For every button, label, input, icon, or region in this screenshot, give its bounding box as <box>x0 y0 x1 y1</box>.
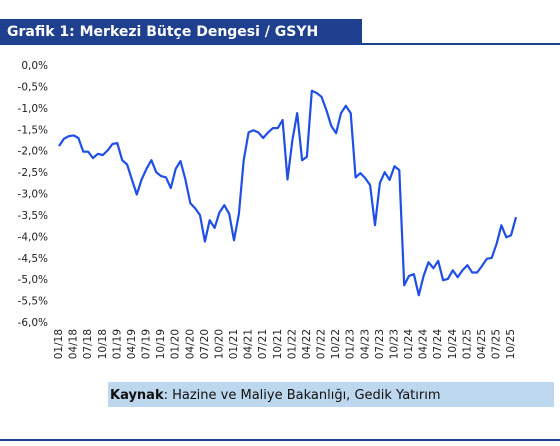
x-tick-label: 04/19 <box>126 329 138 359</box>
x-tick-label: 04/25 <box>476 329 488 359</box>
x-tick-label: 01/18 <box>53 329 65 359</box>
source-text: : Hazine ve Maliye Bakanlığı, Gedik Yatı… <box>164 388 441 403</box>
x-tick-label: 07/22 <box>316 329 328 359</box>
x-tick-label: 10/22 <box>330 329 342 359</box>
y-tick-label: -4,0% <box>18 231 48 243</box>
x-tick-label: 07/21 <box>257 329 269 359</box>
x-tick-label: 10/23 <box>388 329 400 359</box>
x-tick-label: 01/19 <box>111 329 123 359</box>
y-tick-label: -2,5% <box>18 167 48 179</box>
x-tick-label: 04/24 <box>418 329 430 360</box>
x-tick-label: 07/25 <box>491 329 503 359</box>
y-tick-label: -5,5% <box>18 296 48 308</box>
y-tick-label: -5,0% <box>18 274 48 286</box>
title-bar <box>0 19 362 44</box>
x-tick-label: 01/25 <box>461 329 473 359</box>
x-tick-label: 07/20 <box>199 329 211 359</box>
y-tick-label: -3,0% <box>18 189 48 201</box>
y-tick-label: -2,0% <box>18 146 48 158</box>
x-tick-label: 10/19 <box>155 329 167 359</box>
source: Kaynak: Hazine ve Maliye Bakanlığı, Gedi… <box>110 388 441 403</box>
x-tick-label: 10/25 <box>505 329 517 359</box>
x-tick-label: 10/20 <box>213 329 225 359</box>
x-tick-label: 10/18 <box>97 329 109 359</box>
x-tick-label: 07/18 <box>82 329 94 359</box>
x-tick-label: 01/23 <box>345 329 357 359</box>
x-tick-label: 07/24 <box>432 329 444 360</box>
y-tick-label: -1,5% <box>18 124 48 136</box>
x-tick-label: 04/20 <box>184 329 196 359</box>
data-line <box>58 89 518 297</box>
x-tick-label: 01/24 <box>403 329 415 360</box>
x-tick-label: 01/22 <box>286 329 298 359</box>
x-tick-label: 04/21 <box>243 329 255 359</box>
x-tick-label: 01/21 <box>228 329 240 359</box>
x-tick-label: 04/22 <box>301 329 313 359</box>
chart-title: Grafik 1: Merkezi Bütçe Dengesi / GSYH <box>7 24 318 40</box>
x-tick-label: 04/23 <box>359 329 371 359</box>
y-tick-label: -6,0% <box>18 317 48 329</box>
y-tick-label: 0,0% <box>21 60 48 72</box>
x-tick-label: 07/19 <box>141 329 153 359</box>
y-tick-label: -0,5% <box>18 81 48 93</box>
source-label: Kaynak <box>110 388 164 403</box>
source-bg <box>108 382 554 407</box>
x-tick-label: 07/23 <box>374 329 386 359</box>
x-tick-label: 04/18 <box>68 329 80 359</box>
y-tick-label: -3,5% <box>18 210 48 222</box>
y-tick-label: -1,0% <box>18 103 48 115</box>
x-tick-label: 10/24 <box>447 329 459 360</box>
x-tick-label: 01/20 <box>170 329 182 359</box>
y-tick-label: -4,5% <box>18 253 48 265</box>
x-tick-label: 10/21 <box>272 329 284 359</box>
